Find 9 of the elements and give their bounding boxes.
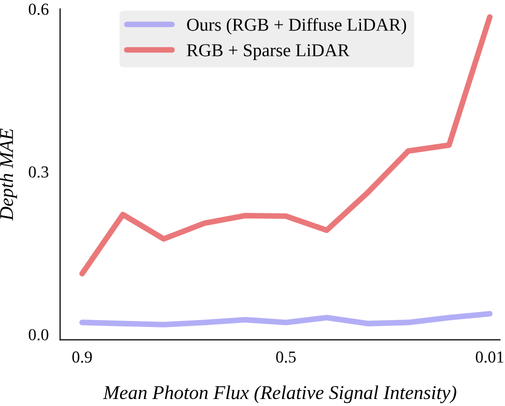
legend-label: Ours (RGB + Diffuse LiDAR) (187, 18, 406, 35)
y-tick-label: 0.0 (28, 329, 48, 340)
x-axis-title: Mean Photon Flux (Relative Signal Intensity) (102, 385, 456, 404)
y-tick-label: 0.3 (28, 166, 48, 178)
legend-label: RGB + Sparse LiDAR (186, 44, 350, 60)
x-tick-label: 0.01 (476, 351, 504, 363)
x-tick-label: 0.5 (276, 351, 296, 363)
y-tick-label: 0.6 (28, 4, 48, 15)
x-tick-label: 0.9 (72, 351, 92, 363)
